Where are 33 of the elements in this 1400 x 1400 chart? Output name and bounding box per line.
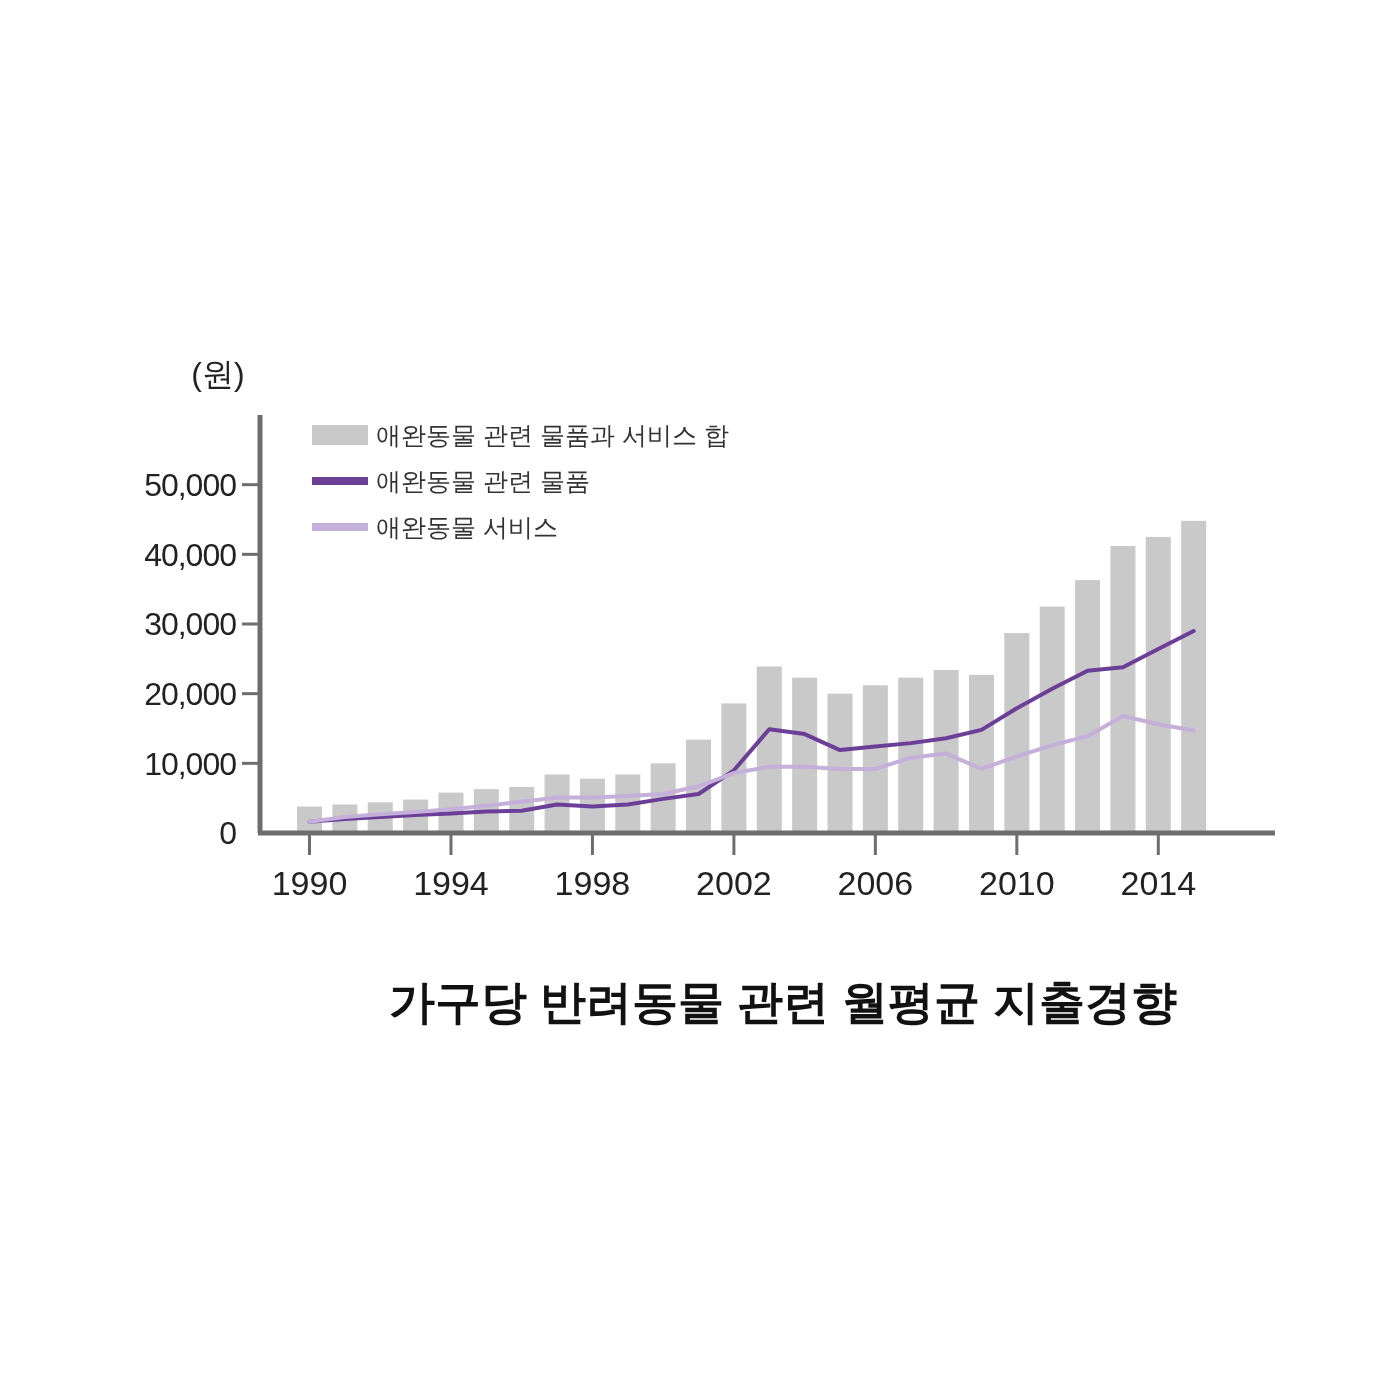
x-tick-label: 1990 [271, 864, 348, 902]
bar [968, 674, 994, 833]
x-tick-label: 2002 [696, 864, 772, 902]
x-tick-label: 2006 [837, 864, 914, 902]
x-tick-label: 1998 [554, 864, 631, 902]
y-tick-label: 10,000 [144, 745, 237, 782]
bar [1075, 580, 1101, 833]
y-tick-label: 0 [219, 815, 237, 852]
bar [792, 677, 818, 833]
y-tick-label: 20,000 [144, 675, 237, 712]
bar [1181, 520, 1207, 833]
y-tick-label: 50,000 [144, 466, 237, 503]
legend-label: 애완동물 관련 물품과 서비스 합 [376, 420, 729, 449]
bar [933, 669, 959, 833]
x-tick-label: 1994 [413, 864, 489, 902]
x-tick-label: 2010 [979, 864, 1055, 902]
bar [1039, 606, 1065, 833]
line-series [307, 713, 1196, 824]
y-axis-title: (원) [191, 356, 245, 392]
x-tick-label: 2014 [1120, 864, 1197, 902]
bar [898, 677, 924, 833]
bar [1004, 633, 1030, 833]
y-tick-label: 30,000 [144, 606, 237, 643]
bar [827, 693, 853, 833]
bar [1110, 545, 1136, 833]
bar [862, 685, 888, 833]
bar [721, 703, 747, 833]
legend-label: 애완동물 관련 물품 [376, 466, 590, 495]
bar [756, 666, 782, 833]
text: 가구당 반려동물 관련 월평균 지출경향 [389, 976, 1177, 1028]
y-tick-label: 40,000 [144, 536, 237, 573]
legend-label: 애완동물 서비스 [376, 512, 558, 541]
bar [1145, 536, 1171, 833]
